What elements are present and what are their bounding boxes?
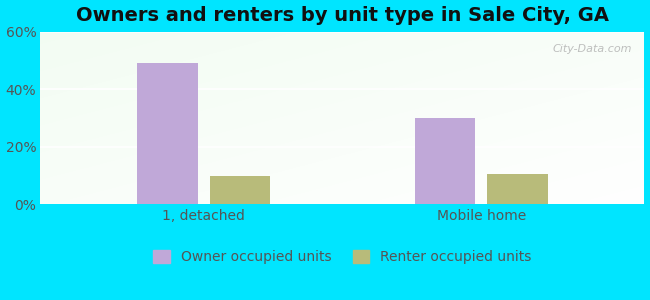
Bar xyxy=(209,176,270,204)
Title: Owners and renters by unit type in Sale City, GA: Owners and renters by unit type in Sale … xyxy=(76,6,609,25)
Text: City-Data.com: City-Data.com xyxy=(553,44,632,54)
Bar xyxy=(488,174,548,204)
Bar xyxy=(415,118,475,204)
Bar xyxy=(137,63,198,204)
Legend: Owner occupied units, Renter occupied units: Owner occupied units, Renter occupied un… xyxy=(148,245,537,270)
